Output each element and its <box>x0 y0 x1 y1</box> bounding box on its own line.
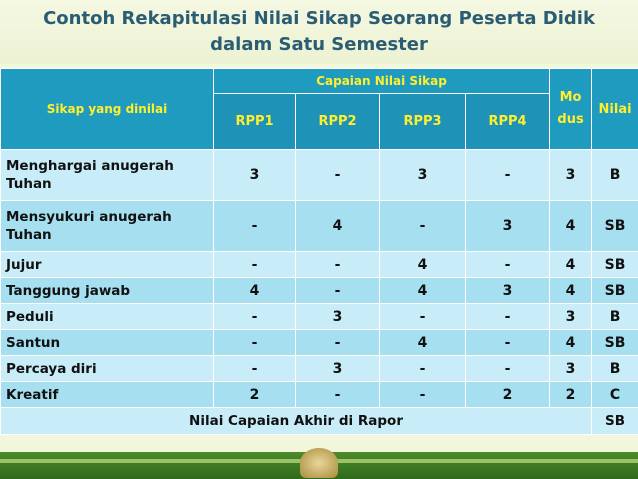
row-rpp4: - <box>464 251 551 278</box>
footer-band <box>0 448 638 479</box>
row-rpp2: - <box>295 277 380 304</box>
row-rpp4: - <box>464 329 551 356</box>
row-rpp1: - <box>213 355 296 382</box>
recap-table: Sikap yang dinilai Capaian Nilai Sikap M… <box>0 68 638 435</box>
row-modus: 2 <box>549 381 593 408</box>
row-rpp1: 3 <box>213 149 296 201</box>
table-row: Santun - - 4 - 4 SB <box>0 329 638 356</box>
table-row: Peduli - 3 - - 3 B <box>0 303 638 330</box>
row-rpp1: - <box>213 303 296 330</box>
header-rpp2: RPP2 <box>295 93 380 150</box>
header-rpp1: RPP1 <box>213 93 296 150</box>
row-rpp1: 4 <box>213 277 296 304</box>
row-rpp1: - <box>213 251 296 278</box>
row-rpp1: 2 <box>213 381 296 408</box>
header-modus-line2: dus <box>557 112 584 127</box>
row-nilai: C <box>591 381 638 408</box>
row-modus: 4 <box>549 200 593 252</box>
row-rpp4: 3 <box>464 200 551 252</box>
row-modus: 4 <box>549 329 593 356</box>
final-row: Nilai Capaian Akhir di Rapor SB <box>0 407 638 435</box>
row-rpp4: - <box>464 149 551 201</box>
row-rpp3: 4 <box>379 251 466 278</box>
table-row: Menghargai anugerah Tuhan 3 - 3 - 3 B <box>0 149 638 201</box>
row-aspect: Mensyukuri anugerah Tuhan <box>0 200 214 252</box>
row-modus: 3 <box>549 303 593 330</box>
row-nilai: B <box>591 303 638 330</box>
row-nilai: SB <box>591 277 638 304</box>
row-rpp3: - <box>379 303 466 330</box>
emblem-logo <box>300 448 338 478</box>
row-nilai: SB <box>591 251 638 278</box>
title-line-2: dalam Satu Semester <box>210 34 428 55</box>
row-rpp2: - <box>295 329 380 356</box>
row-rpp4: 3 <box>464 277 551 304</box>
row-rpp4: - <box>464 355 551 382</box>
header-group: Capaian Nilai Sikap <box>212 68 551 94</box>
row-rpp4: - <box>464 303 551 330</box>
row-rpp3: - <box>379 381 466 408</box>
title-line-1: Contoh Rekapitulasi Nilai Sikap Seorang … <box>43 8 595 29</box>
row-modus: 3 <box>549 149 593 201</box>
header-modus: Mo dus <box>549 68 593 150</box>
table-row: Percaya diri - 3 - - 3 B <box>0 355 638 382</box>
row-rpp3: 4 <box>379 277 466 304</box>
header-modus-line1: Mo <box>559 90 582 105</box>
header-aspect: Sikap yang dinilai <box>0 68 214 150</box>
row-aspect: Peduli <box>0 303 214 330</box>
table-row: Tanggung jawab 4 - 4 3 4 SB <box>0 277 638 304</box>
row-rpp1: - <box>213 329 296 356</box>
row-aspect: Jujur <box>0 251 214 278</box>
final-label: Nilai Capaian Akhir di Rapor <box>0 407 593 435</box>
row-rpp3: 4 <box>379 329 466 356</box>
row-modus: 4 <box>549 251 593 278</box>
row-aspect: Menghargai anugerah Tuhan <box>0 149 214 201</box>
header-rpp3: RPP3 <box>379 93 466 150</box>
row-rpp2: - <box>295 251 380 278</box>
row-aspect: Santun <box>0 329 214 356</box>
row-nilai: B <box>591 149 638 201</box>
row-aspect: Tanggung jawab <box>0 277 214 304</box>
row-rpp3: - <box>379 355 466 382</box>
slide-title: Contoh Rekapitulasi Nilai Sikap Seorang … <box>0 0 638 64</box>
row-nilai: B <box>591 355 638 382</box>
row-rpp2: 4 <box>295 200 380 252</box>
row-modus: 4 <box>549 277 593 304</box>
row-aspect: Kreatif <box>0 381 214 408</box>
row-rpp1: - <box>213 200 296 252</box>
row-nilai: SB <box>591 329 638 356</box>
header-nilai: Nilai <box>591 68 638 150</box>
row-rpp2: - <box>295 149 380 201</box>
final-nilai: SB <box>591 407 638 435</box>
table-row: Mensyukuri anugerah Tuhan - 4 - 3 4 SB <box>0 200 638 252</box>
row-rpp3: - <box>379 200 466 252</box>
header-rpp4: RPP4 <box>464 93 551 150</box>
row-aspect: Percaya diri <box>0 355 214 382</box>
row-rpp2: - <box>295 381 380 408</box>
row-rpp2: 3 <box>295 303 380 330</box>
row-modus: 3 <box>549 355 593 382</box>
row-rpp4: 2 <box>464 381 551 408</box>
table-row: Jujur - - 4 - 4 SB <box>0 251 638 278</box>
row-nilai: SB <box>591 200 638 252</box>
row-rpp2: 3 <box>295 355 380 382</box>
row-rpp3: 3 <box>379 149 466 201</box>
table-row: Kreatif 2 - - 2 2 C <box>0 381 638 408</box>
